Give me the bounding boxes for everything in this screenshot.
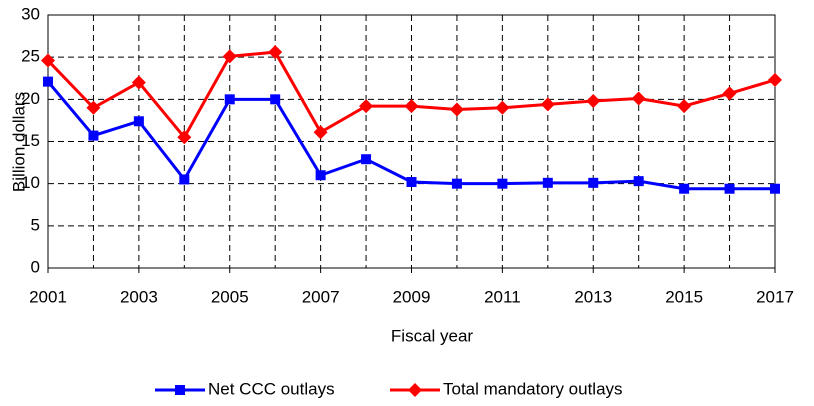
y-tick-label: 15 [21, 131, 40, 150]
marker [451, 178, 462, 189]
marker [43, 76, 53, 87]
marker [177, 130, 192, 145]
x-tick-label: 2005 [211, 287, 249, 306]
marker [86, 100, 101, 115]
marker [224, 94, 235, 105]
marker [679, 183, 690, 194]
marker [313, 125, 328, 140]
y-tick-label: 5 [31, 215, 40, 234]
marker [131, 75, 146, 90]
marker [588, 177, 599, 188]
x-tick-label: 2017 [756, 287, 794, 306]
y-tick-label: 20 [21, 89, 40, 108]
y-tick-label: 30 [21, 4, 40, 23]
legend-marker [408, 383, 422, 397]
marker [631, 91, 646, 106]
marker [179, 174, 190, 185]
x-tick-label: 2001 [29, 287, 67, 306]
marker [133, 116, 144, 127]
marker [270, 94, 281, 105]
series-line [46, 50, 776, 140]
x-axis-title: Fiscal year [391, 326, 474, 345]
legend-marker [175, 385, 185, 395]
marker [497, 178, 508, 189]
marker [361, 154, 372, 165]
y-tick-label: 25 [21, 47, 40, 66]
x-tick-label: 2011 [484, 287, 521, 306]
marker [677, 99, 692, 114]
marker [724, 183, 735, 194]
x-tick-label: 2003 [120, 287, 158, 306]
legend-label: Net CCC outlays [208, 379, 335, 398]
marker [540, 97, 555, 112]
plot-frame [47, 14, 776, 269]
marker [406, 176, 417, 187]
marker [222, 49, 237, 64]
marker [268, 45, 283, 60]
y-axis-title: Billion dollars [9, 92, 28, 192]
marker [495, 100, 510, 115]
x-tick-label: 2009 [393, 287, 431, 306]
marker [359, 99, 374, 114]
y-tick-label: 10 [21, 173, 40, 192]
marker [315, 170, 326, 181]
marker [768, 72, 782, 87]
x-tick-label: 2007 [302, 287, 340, 306]
marker [542, 177, 553, 188]
x-tick-label: 2013 [574, 287, 612, 306]
x-tick-label: 2015 [665, 287, 703, 306]
marker [404, 99, 419, 114]
marker [770, 183, 780, 194]
marker [586, 94, 601, 109]
marker [41, 53, 55, 68]
marker [88, 130, 99, 141]
marker [633, 176, 644, 187]
marker [722, 86, 737, 101]
marker [449, 102, 464, 117]
legend-label: Total mandatory outlays [443, 379, 623, 398]
y-tick-label: 0 [31, 257, 40, 276]
